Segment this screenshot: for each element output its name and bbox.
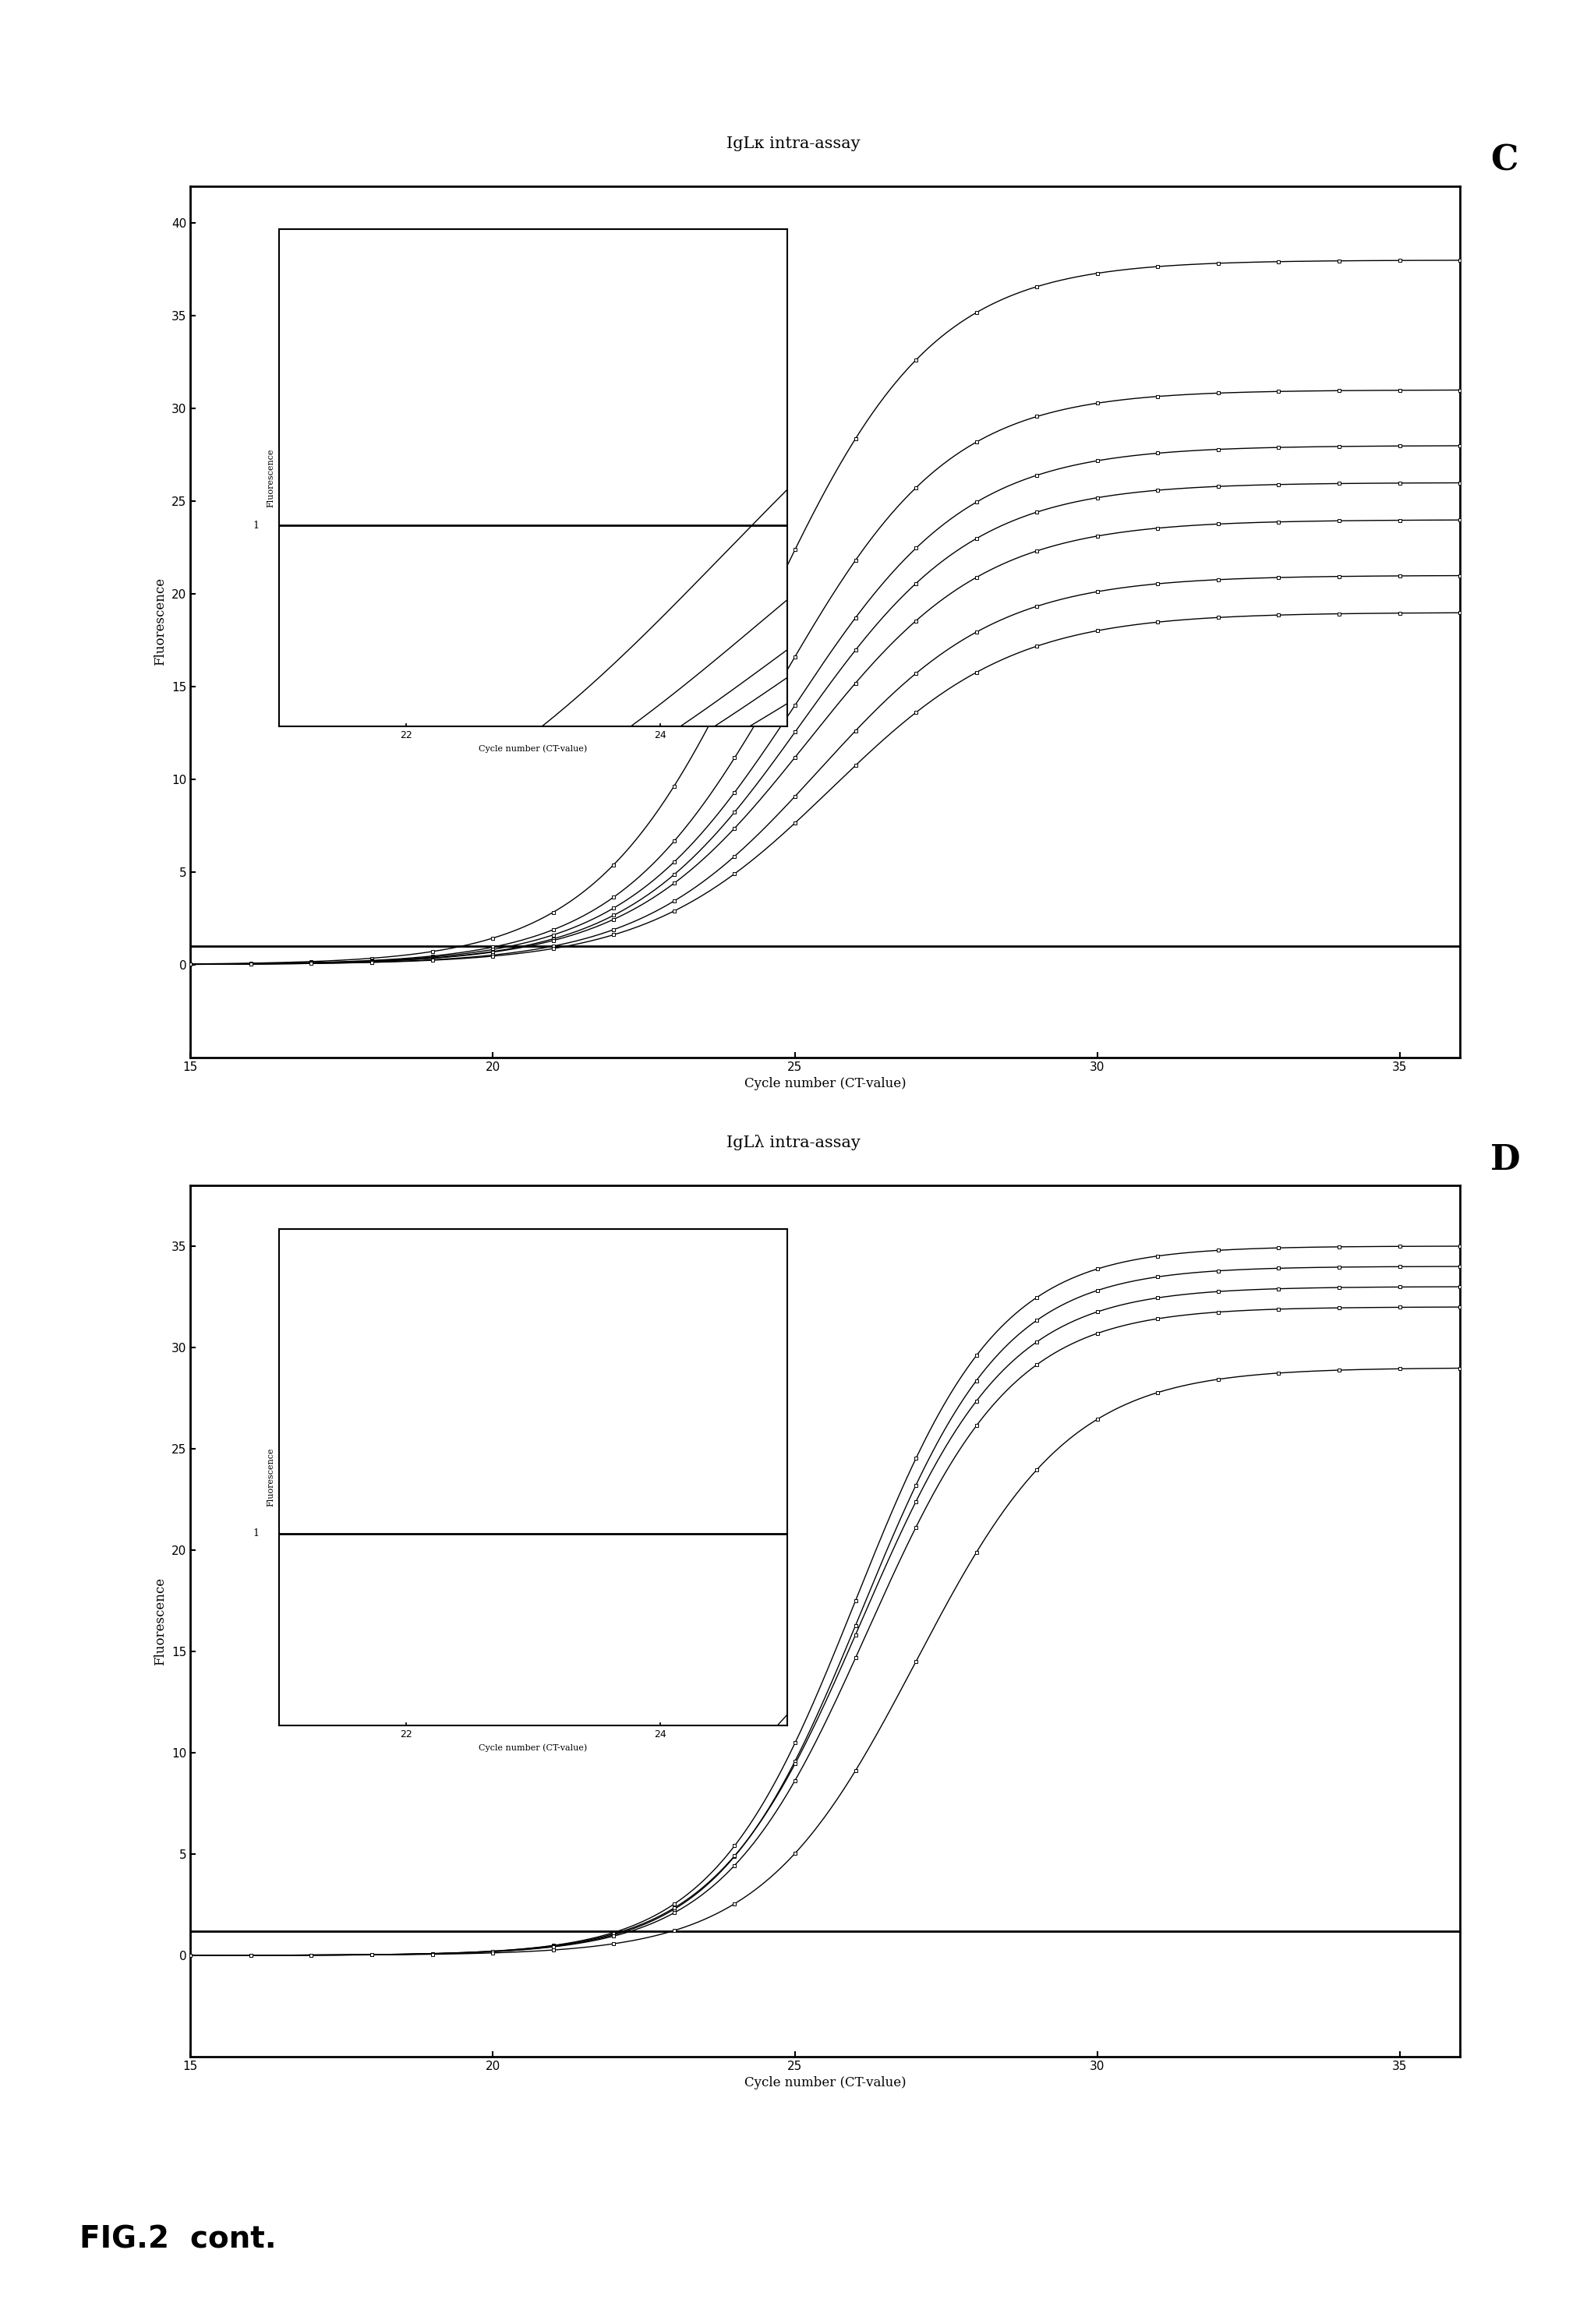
Y-axis label: Fluorescence: Fluorescence — [154, 1578, 167, 1664]
Text: C: C — [1490, 144, 1517, 177]
Text: D: D — [1490, 1143, 1520, 1176]
Text: IgLκ intra-assay: IgLκ intra-assay — [727, 137, 860, 151]
Text: FIG.2  cont.: FIG.2 cont. — [79, 2224, 276, 2254]
Text: IgLλ intra-assay: IgLλ intra-assay — [727, 1134, 860, 1150]
X-axis label: Cycle number (CT-value): Cycle number (CT-value) — [744, 2078, 906, 2089]
X-axis label: Cycle number (CT-value): Cycle number (CT-value) — [744, 1078, 906, 1090]
Y-axis label: Fluorescence: Fluorescence — [154, 579, 167, 665]
